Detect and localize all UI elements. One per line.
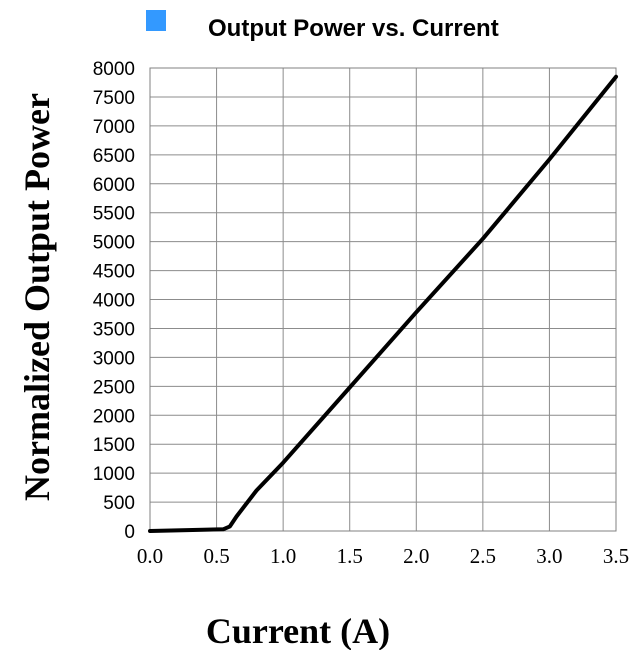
chart-title: Output Power vs. Current [208, 15, 499, 42]
y-tick-label: 8000 [93, 59, 135, 80]
y-axis-label: Normalized Output Power [17, 93, 57, 501]
x-axis-ticks: 0.0 0.5 1.0 1.5 2.0 2.5 3.0 3.5 [137, 544, 629, 568]
legend-marker [146, 10, 166, 31]
plot-frame [149, 67, 617, 532]
y-tick-label: 5500 [93, 204, 135, 225]
y-tick-label: 2500 [93, 377, 135, 398]
y-tick-label: 4500 [93, 262, 135, 283]
x-tick-label: 0.5 [203, 544, 229, 568]
x-tick-label: 1.0 [270, 544, 296, 568]
y-tick-label: 1500 [93, 435, 135, 456]
x-axis-label: Current (A) [206, 611, 390, 650]
x-tick-label: 3.5 [603, 544, 629, 568]
x-tick-label: 2.5 [470, 544, 496, 568]
y-tick-label: 2000 [93, 406, 135, 427]
x-tick-label: 1.5 [337, 544, 363, 568]
series-line [148, 74, 618, 533]
x-tick-label: 2.0 [403, 544, 429, 568]
y-axis-ticks: 0 500 1000 1500 2000 2500 3000 3500 4000 4500 5000… [93, 59, 135, 543]
y-tick-label: 4000 [93, 291, 135, 312]
grid [149, 67, 617, 532]
y-tick-label: 1000 [93, 464, 135, 485]
x-tick-label: 0.0 [137, 544, 163, 568]
y-tick-label: 7000 [93, 117, 135, 138]
y-tick-label: 6500 [93, 146, 135, 167]
y-tick-label: 500 [103, 493, 135, 514]
y-tick-label: 3500 [93, 319, 135, 340]
y-tick-label: 7500 [93, 88, 135, 109]
x-tick-label: 3.0 [536, 544, 562, 568]
y-tick-label: 6000 [93, 175, 135, 196]
y-tick-label: 3000 [93, 348, 135, 369]
y-tick-label: 5000 [93, 233, 135, 254]
y-tick-label: 0 [124, 522, 135, 543]
